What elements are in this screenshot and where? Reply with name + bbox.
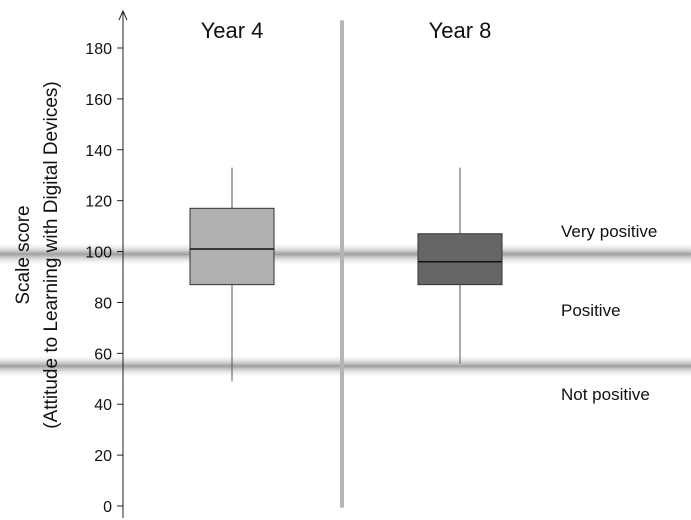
iqr-box (189, 207, 275, 286)
band-labels: Very positive Positive Not positive (561, 222, 657, 404)
threshold-band (0, 242, 691, 267)
y-tick-label: 20 (94, 448, 112, 465)
band-label: Very positive (561, 222, 657, 241)
panel-title: Year 4 (201, 18, 264, 43)
y-axis-title-line2: (Attitude to Learning with Digital Devic… (41, 81, 62, 428)
y-tick-label: 140 (85, 143, 112, 160)
y-tick-label: 40 (94, 397, 112, 414)
y-tick-label: 60 (94, 346, 112, 363)
panel-titles: Year 4 Year 8 (201, 18, 492, 43)
y-tick-label: 160 (85, 92, 112, 109)
band-label: Positive (561, 301, 621, 320)
y-tick-label: 100 (85, 245, 112, 262)
threshold-band (0, 354, 691, 379)
box-plots (189, 167, 503, 382)
iqr-box (417, 233, 503, 286)
y-axis-arrow (118, 9, 128, 21)
y-tick-label: 80 (94, 295, 112, 312)
y-tick-label: 120 (85, 194, 112, 211)
band-label: Not positive (561, 385, 650, 404)
panel-title: Year 8 (429, 18, 492, 43)
y-tick-label: 0 (103, 499, 112, 516)
y-tick-label: 180 (85, 41, 112, 58)
y-axis: 0 20 40 60 80 100 120 140 160 180 (85, 9, 128, 518)
y-axis-title-line1: Scale score (13, 205, 34, 304)
threshold-bands (0, 242, 691, 379)
